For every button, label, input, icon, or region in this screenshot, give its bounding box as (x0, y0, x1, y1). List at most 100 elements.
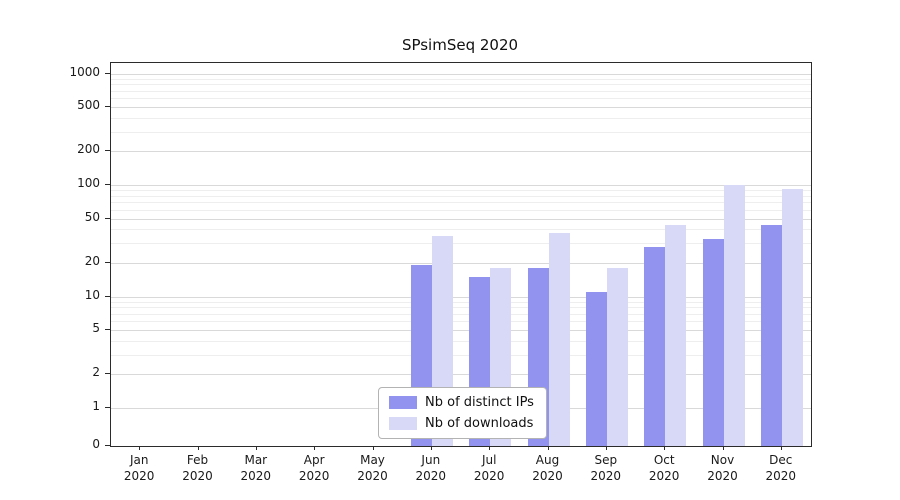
x-tick-month: Feb (186, 453, 209, 467)
x-tick-year: 2020 (590, 469, 622, 483)
gridline-500 (111, 107, 811, 109)
y-tick-label-20: 20 (84, 253, 100, 268)
x-tick-month: Jul (481, 453, 497, 467)
x-tick-label-jun-2020: Jun 2020 (401, 452, 461, 484)
x-tick-mark-feb (197, 446, 199, 450)
x-tick-year: 2020 (765, 469, 797, 483)
gridline-200 (111, 151, 811, 153)
legend-label: Nb of distinct IPs (425, 395, 534, 410)
x-tick-label-dec-2020: Dec 2020 (751, 452, 811, 484)
bar-nb-of-downloads-nov-2020 (723, 185, 745, 446)
bar-nb-of-distinct-ips-oct-2020 (644, 246, 666, 446)
gridline-minor-70 (111, 202, 811, 204)
x-tick-mark-nov (722, 446, 724, 450)
bar-nb-of-downloads-sep-2020 (606, 268, 628, 446)
x-tick-label-may-2020: May 2020 (343, 452, 403, 484)
x-tick-label-aug-2020: Aug 2020 (518, 452, 578, 484)
legend-item-0: Nb of distinct IPs (389, 395, 534, 410)
legend-swatch-icon (389, 396, 417, 409)
y-tick-label-100: 100 (77, 176, 100, 190)
y-tick-mark-1 (105, 407, 110, 408)
gridline-minor-6 (111, 321, 811, 323)
bar-nb-of-distinct-ips-sep-2020 (585, 291, 607, 446)
y-tick-label-0: 0 (92, 437, 100, 451)
x-tick-month: Mar (244, 453, 268, 467)
x-tick-month: Nov (710, 453, 735, 467)
x-tick-mark-jul (489, 446, 491, 450)
y-tick-mark-0 (105, 445, 110, 446)
x-tick-month: Apr (303, 453, 325, 467)
x-tick-label-apr-2020: Apr 2020 (284, 452, 344, 484)
x-tick-month: Sep (594, 453, 618, 467)
bar-nb-of-downloads-oct-2020 (665, 224, 687, 446)
gridline-minor-80 (111, 195, 811, 197)
y-tick-mark-5 (105, 329, 110, 331)
gridline-20 (111, 262, 811, 264)
y-tick-mark-50 (105, 217, 110, 219)
x-tick-year: 2020 (357, 469, 388, 483)
x-tick-mark-sep (605, 446, 607, 450)
y-tick-label-1000: 1000 (69, 64, 100, 79)
gridline-minor-90 (111, 190, 811, 192)
x-tick-label-jul-2020: Jul 2020 (459, 452, 519, 484)
x-tick-year: 2020 (240, 469, 272, 483)
gridline-1000 (111, 73, 811, 75)
gridline-minor-4 (111, 340, 811, 342)
gridline-minor-800 (111, 84, 811, 86)
y-tick-mark-20 (105, 261, 110, 263)
gridline-10 (111, 296, 811, 298)
y-tick-label-500: 500 (77, 98, 100, 113)
y-tick-mark-2 (105, 373, 110, 375)
gridline-100 (111, 185, 811, 186)
gridline-50 (111, 218, 811, 220)
y-tick-mark-100 (105, 184, 110, 185)
x-tick-year: 2020 (473, 469, 505, 483)
x-tick-month: Aug (535, 453, 560, 467)
gridline-minor-700 (111, 90, 811, 92)
legend-item-1: Nb of downloads (389, 416, 534, 431)
bar-nb-of-distinct-ips-dec-2020 (760, 224, 782, 446)
y-tick-label-50: 50 (84, 209, 100, 224)
x-tick-label-sep-2020: Sep 2020 (576, 452, 636, 484)
gridline-minor-9 (111, 301, 811, 303)
gridline-minor-3 (111, 354, 811, 356)
y-tick-label-2: 2 (92, 365, 100, 380)
gridline-minor-600 (111, 98, 811, 100)
plot-area (110, 62, 812, 447)
gridline-minor-400 (111, 117, 811, 119)
gridline-2 (111, 374, 811, 376)
x-tick-year: 2020 (415, 469, 447, 483)
x-tick-mark-may (372, 446, 374, 450)
chart-title: SPsimSeq 2020 (401, 36, 519, 54)
x-tick-mark-mar (255, 446, 257, 450)
x-tick-mark-jan (139, 446, 141, 450)
x-tick-month: May (360, 453, 385, 467)
y-tick-label-200: 200 (77, 142, 100, 157)
gridline-minor-60 (111, 209, 811, 211)
x-tick-mark-aug (547, 446, 549, 450)
legend-label: Nb of downloads (425, 416, 534, 431)
y-tick-mark-500 (105, 106, 110, 108)
bar-nb-of-distinct-ips-nov-2020 (702, 238, 724, 446)
x-tick-mark-apr (314, 446, 316, 450)
x-tick-year: 2020 (532, 469, 563, 483)
x-tick-month: Oct (653, 453, 675, 467)
legend: Nb of distinct IPs Nb of downloads (378, 387, 547, 439)
y-tick-mark-200 (105, 150, 110, 152)
x-tick-year: 2020 (182, 469, 213, 483)
gridline-minor-300 (111, 131, 811, 133)
gridline-minor-7 (111, 313, 811, 315)
x-tick-mark-jun (430, 446, 432, 450)
gridline-5 (111, 330, 811, 332)
x-tick-label-oct-2020: Oct 2020 (634, 452, 694, 484)
y-tick-mark-1000 (105, 72, 110, 74)
bar-nb-of-downloads-dec-2020 (781, 189, 803, 446)
x-tick-month: Jan (129, 453, 149, 467)
gridline-minor-900 (111, 78, 811, 80)
x-tick-month: Dec (769, 453, 793, 467)
x-tick-mark-oct (664, 446, 666, 450)
x-tick-label-feb-2020: Feb 2020 (168, 452, 228, 484)
gridline-minor-30 (111, 243, 811, 245)
y-tick-mark-10 (105, 295, 110, 297)
